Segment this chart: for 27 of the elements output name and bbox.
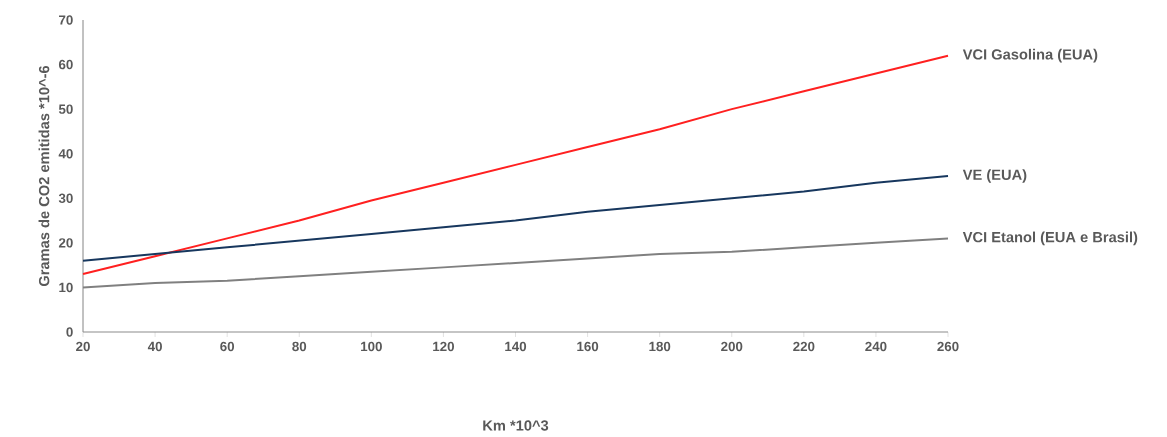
x-tick-label: 200	[721, 341, 743, 352]
x-axis-title: Km *10^3	[483, 420, 549, 431]
x-tick-label: 180	[649, 341, 671, 352]
x-tick-label: 60	[220, 341, 235, 352]
series-label: VCI Etanol (EUA e Brasil)	[962, 231, 1138, 246]
y-tick-label: 70	[59, 15, 73, 25]
x-tick-label: 120	[433, 341, 455, 352]
x-tick-label: 40	[147, 341, 162, 352]
x-tick-label: 160	[577, 341, 599, 352]
line-series	[82, 54, 950, 276]
series-label: VCI Gasolina (EUA)	[962, 48, 1098, 63]
y-tick-label: 10	[59, 282, 73, 293]
x-tick-label: 20	[76, 341, 90, 352]
y-tick-label: 0	[66, 327, 73, 337]
x-tick-label: 220	[793, 341, 815, 352]
x-tick-label: 140	[505, 341, 527, 352]
x-tick-label: 100	[361, 341, 382, 352]
x-tick-label: 260	[937, 341, 959, 352]
y-axis-title: Gramas de CO2 emitidas *10^-6	[38, 65, 50, 287]
x-tick-label: 240	[865, 341, 887, 352]
y-tick-label: 40	[58, 149, 73, 159]
series-label: VE (EUA)	[962, 169, 1027, 183]
y-tick-label: 60	[58, 59, 73, 70]
y-tick-label: 30	[58, 193, 73, 204]
y-tick-label: 20	[58, 238, 73, 248]
y-tick-label: 50	[58, 104, 73, 114]
x-tick-label: 80	[292, 341, 307, 352]
